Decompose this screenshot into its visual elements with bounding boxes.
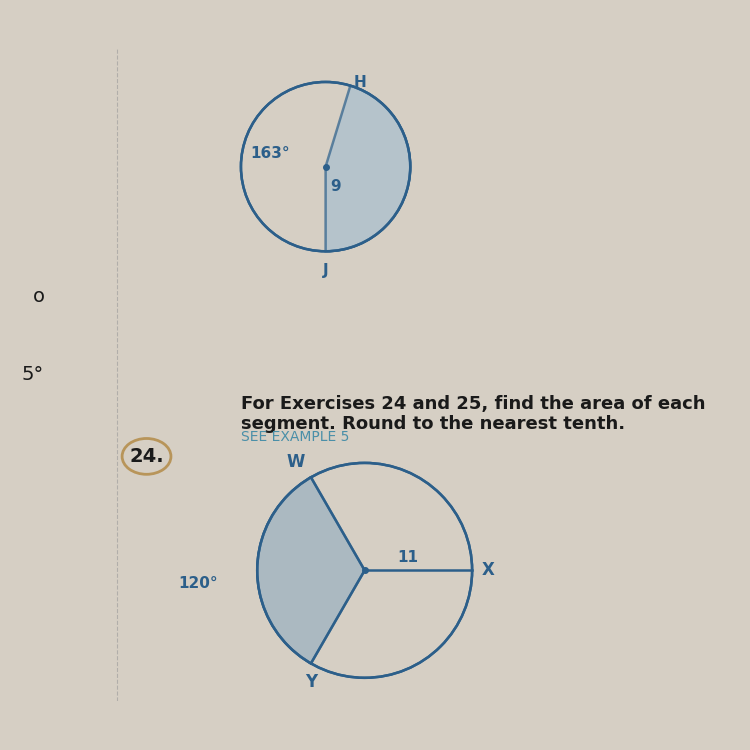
Text: o: o	[33, 287, 45, 306]
Text: 24.: 24.	[129, 447, 164, 466]
Text: 5°: 5°	[22, 365, 44, 385]
Text: 163°: 163°	[251, 146, 290, 161]
Text: 9: 9	[330, 178, 340, 194]
Text: X: X	[482, 561, 495, 579]
Text: Y: Y	[305, 674, 317, 692]
Text: J: J	[322, 263, 328, 278]
Text: For Exercises 24 and 25, find the area of each
segment. Round to the nearest ten: For Exercises 24 and 25, find the area o…	[241, 394, 706, 433]
Text: SEE EXAMPLE 5: SEE EXAMPLE 5	[241, 430, 350, 444]
Text: W: W	[286, 453, 304, 471]
Text: 120°: 120°	[178, 576, 218, 591]
Text: 11: 11	[398, 550, 418, 565]
Wedge shape	[257, 477, 364, 664]
Wedge shape	[326, 86, 410, 251]
Text: H: H	[353, 75, 366, 90]
